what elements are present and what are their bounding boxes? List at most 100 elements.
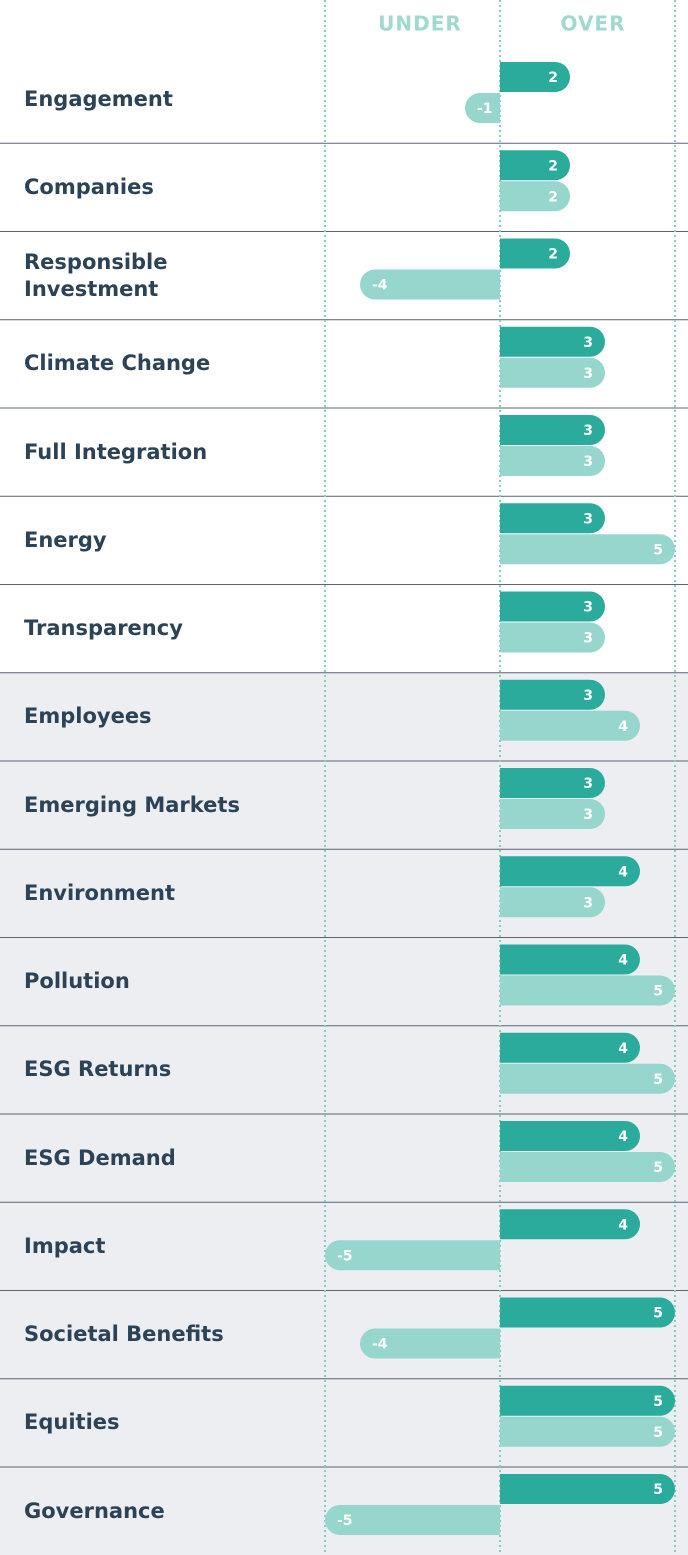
value-label: 3	[583, 335, 593, 351]
value-label: 4	[618, 1129, 628, 1145]
category-label: Societal Benefits	[24, 1322, 224, 1347]
bar	[500, 1474, 675, 1504]
header-under: UNDER	[378, 12, 462, 36]
value-label: 5	[653, 1425, 663, 1441]
bar	[500, 181, 571, 212]
bar	[500, 503, 606, 534]
bar	[500, 975, 676, 1006]
value-label: 3	[583, 631, 593, 647]
value-label: 3	[583, 366, 593, 382]
category-label-box: Governance	[24, 1498, 165, 1523]
value-label: -4	[372, 1337, 388, 1353]
bar	[500, 1152, 675, 1182]
bar	[360, 1328, 500, 1359]
value-label: 5	[653, 1394, 663, 1410]
bar	[500, 1209, 640, 1240]
category-label: Full Integration	[24, 439, 208, 464]
category-label: Responsible Investment	[24, 249, 168, 301]
bar	[500, 710, 640, 741]
bar	[500, 799, 605, 829]
bar	[500, 1385, 676, 1416]
category-label: Impact	[24, 1233, 106, 1258]
bar	[500, 856, 640, 887]
value-label: 4	[618, 953, 628, 969]
value-label: -5	[337, 1513, 353, 1529]
bar	[500, 622, 606, 653]
bar	[500, 238, 571, 269]
value-label: 2	[548, 189, 558, 205]
category-label-box: Emerging Markets	[24, 792, 240, 817]
value-label: 3	[583, 688, 593, 704]
category-label-box: Climate Change	[24, 351, 211, 376]
value-label: 3	[583, 600, 593, 616]
category-label-box: Employees	[24, 704, 152, 729]
value-label: 5	[653, 1160, 663, 1176]
category-label-box: Pollution	[24, 969, 130, 994]
value-label: 4	[618, 1041, 628, 1057]
category-label: Companies	[24, 174, 154, 199]
value-label: 4	[618, 719, 628, 735]
bar	[325, 1505, 500, 1535]
category-label: ESG Returns	[24, 1057, 172, 1082]
value-label: 5	[653, 542, 663, 558]
bar	[500, 944, 640, 975]
category-label-box: ESG Demand	[24, 1145, 176, 1170]
bar	[500, 679, 606, 710]
bar	[465, 93, 500, 123]
bar	[500, 768, 605, 798]
value-label: 3	[583, 895, 593, 911]
category-label: Transparency	[24, 616, 183, 641]
value-label: 2	[548, 70, 558, 86]
category-label-box: Responsible Investment	[24, 249, 168, 301]
bar	[500, 326, 606, 357]
bar	[500, 1297, 676, 1328]
value-label: 3	[583, 807, 593, 823]
bar	[500, 357, 606, 388]
category-label: Environment	[24, 880, 176, 905]
category-label-box: Equities	[24, 1410, 120, 1435]
value-label: -4	[372, 278, 388, 294]
category-label-box: ESG Returns	[24, 1057, 172, 1082]
value-label: 4	[618, 1217, 628, 1233]
category-label: Emerging Markets	[24, 792, 240, 817]
category-label: Energy	[24, 527, 107, 552]
category-label-box: Energy	[24, 527, 107, 552]
category-label: Pollution	[24, 969, 130, 994]
category-label-box: Impact	[24, 1233, 106, 1258]
bar	[500, 1032, 640, 1063]
value-label: 3	[583, 423, 593, 439]
value-label: 2	[548, 247, 558, 263]
category-label: Equities	[24, 1410, 120, 1435]
bar	[500, 887, 606, 918]
value-label: 5	[653, 984, 663, 1000]
category-label-box: Environment	[24, 880, 176, 905]
bar	[500, 446, 605, 476]
value-label: 3	[583, 776, 593, 792]
category-label-box: Transparency	[24, 616, 183, 641]
bar	[360, 269, 500, 300]
value-label: 2	[548, 158, 558, 174]
value-label: 5	[653, 1072, 663, 1088]
value-label: 3	[583, 454, 593, 470]
category-label-box: Companies	[24, 174, 154, 199]
bar	[500, 1416, 676, 1447]
bar	[500, 1121, 640, 1151]
value-label: 4	[618, 864, 628, 880]
category-label: Climate Change	[24, 351, 211, 376]
category-label-box: Full Integration	[24, 439, 208, 464]
category-label-box: Societal Benefits	[24, 1322, 224, 1347]
category-label: Governance	[24, 1498, 165, 1523]
value-label: 3	[583, 511, 593, 527]
value-label: -1	[477, 101, 493, 117]
category-label: ESG Demand	[24, 1145, 176, 1170]
value-label: 5	[653, 1482, 663, 1498]
bar	[500, 591, 606, 622]
bar	[500, 534, 676, 565]
value-label: 5	[653, 1306, 663, 1322]
category-label: Employees	[24, 704, 152, 729]
bar	[500, 1063, 676, 1094]
category-label: Engagement	[24, 86, 173, 111]
category-label-box: Engagement	[24, 86, 173, 111]
header-over: OVER	[560, 12, 625, 36]
